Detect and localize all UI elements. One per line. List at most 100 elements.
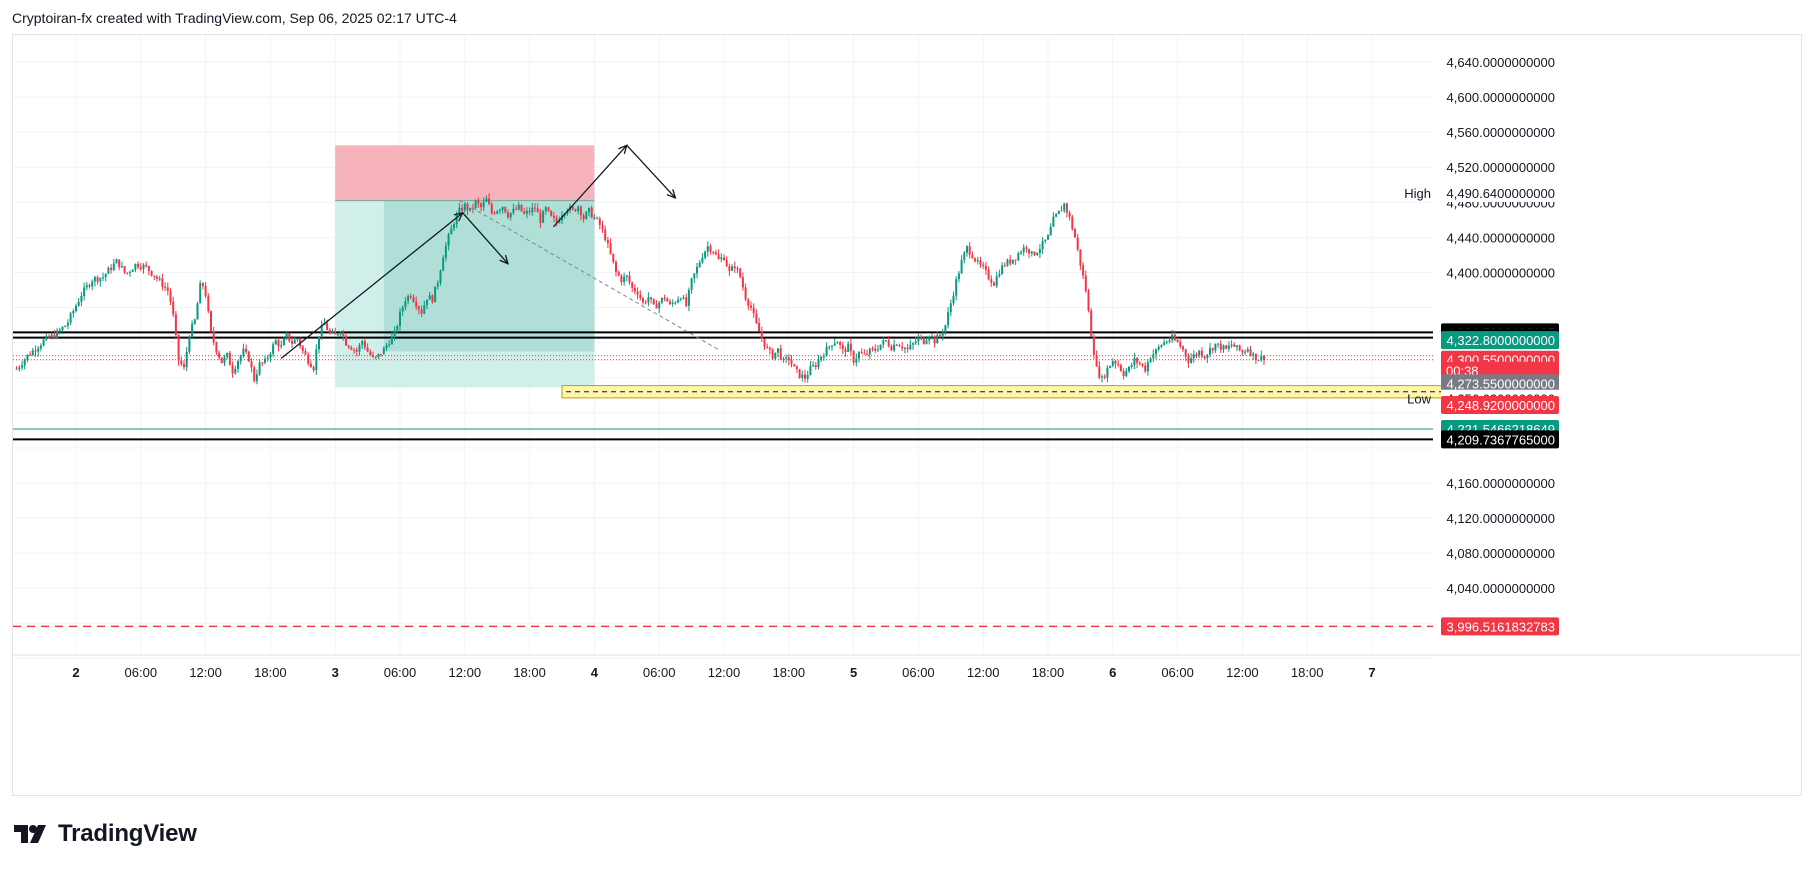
candle-body: [301, 346, 304, 351]
time-tick-label: 06:00: [125, 665, 158, 680]
candle-body: [1071, 216, 1074, 230]
tradingview-logo[interactable]: TradingView: [14, 820, 197, 848]
candlestick-chart[interactable]: 2 06:00 12:00 18:00 3 06:00 12:00 18:00 4 06:00 12…: [13, 35, 1801, 795]
candle-body: [1171, 334, 1174, 341]
candle-body: [739, 268, 742, 278]
candle-body: [80, 296, 83, 302]
candle-body: [539, 212, 542, 223]
candle-body: [417, 306, 420, 310]
candle-body: [1014, 259, 1017, 261]
candle-body: [112, 263, 115, 270]
candle-body: [461, 207, 464, 211]
candle-body: [944, 325, 947, 333]
candle-body: [828, 346, 831, 348]
candle-body: [1165, 341, 1168, 343]
candle-body: [50, 334, 53, 338]
candle-body: [1049, 226, 1052, 236]
candle-body: [39, 345, 42, 349]
candle-body: [976, 260, 979, 262]
candle-body: [199, 283, 202, 304]
chart-area[interactable]: 2 06:00 12:00 18:00 3 06:00 12:00 18:00 4 06:00 12…: [12, 34, 1802, 796]
candle-body: [498, 209, 501, 212]
price-tick-label: 4,640.0000000000: [1447, 55, 1555, 70]
candle-body: [1157, 346, 1160, 350]
candle-body: [1025, 247, 1028, 249]
candle-body: [1168, 340, 1171, 342]
candle-body: [1003, 265, 1006, 267]
candle-body: [801, 374, 804, 378]
candle-body: [29, 354, 32, 356]
candle-body: [1176, 339, 1179, 342]
candle-body: [1206, 354, 1209, 359]
drawing-zones: [335, 145, 1470, 399]
candle-body: [1047, 235, 1049, 240]
candle-body: [585, 211, 588, 220]
candle-body: [1146, 362, 1149, 372]
candle-body: [48, 336, 50, 338]
time-tick-label: 06:00: [643, 665, 676, 680]
candle-body: [56, 330, 59, 338]
candle-body: [85, 285, 88, 288]
candle-body: [42, 339, 45, 346]
candle-body: [1200, 350, 1203, 357]
candle-body: [1103, 376, 1106, 378]
price-label-badge: [1441, 374, 1559, 393]
candle-body: [736, 268, 739, 270]
high-label: High: [1404, 186, 1431, 201]
candle-body: [914, 341, 917, 344]
candle-body: [1076, 237, 1079, 250]
candle-body: [156, 276, 158, 279]
candle-body: [339, 332, 342, 335]
candle-body: [863, 353, 866, 355]
candle-body: [658, 302, 661, 309]
candle-body: [482, 201, 485, 208]
candle-body: [1057, 210, 1060, 215]
candle-body: [1063, 203, 1066, 211]
candle-body: [612, 253, 615, 262]
price-tick-label: 4,400.0000000000: [1447, 265, 1555, 280]
candle-body: [725, 260, 728, 267]
candle-body: [687, 290, 690, 306]
candle-body: [822, 356, 825, 358]
candle-body: [334, 331, 337, 335]
candle-body: [490, 204, 493, 214]
price-label-badge: [1441, 331, 1559, 350]
candle-body: [693, 273, 696, 279]
price-label-badge: [1441, 395, 1559, 414]
trend-arrow-line: [626, 144, 676, 199]
candle-body: [752, 307, 755, 314]
candle-body: [760, 331, 763, 339]
candle-body: [147, 266, 150, 271]
candle-body: [1125, 371, 1128, 377]
candle-body: [1141, 363, 1144, 366]
candle-body: [728, 266, 731, 271]
candle-body: [1036, 253, 1039, 255]
candle-body: [1249, 349, 1252, 356]
candle-body: [1225, 345, 1228, 349]
candle-body: [525, 210, 528, 214]
price-candles: [15, 193, 1265, 385]
candle-body: [374, 356, 377, 358]
candle-body: [1179, 341, 1182, 347]
candle-body: [793, 364, 796, 367]
candle-body: [598, 218, 601, 226]
candle-body: [23, 359, 26, 366]
candle-body: [763, 338, 766, 347]
candle-body: [1252, 353, 1255, 356]
candle-body: [1133, 357, 1136, 365]
candle-body: [1217, 343, 1220, 345]
candle-body: [458, 207, 461, 215]
candle-body: [34, 350, 37, 352]
price-label-text: 4,209.7367765000: [1447, 432, 1555, 447]
candle-body: [574, 209, 577, 212]
candle-body: [1109, 365, 1112, 368]
candle-body: [396, 326, 399, 331]
candle-body: [88, 285, 91, 287]
candle-body: [18, 367, 21, 370]
candle-body: [191, 323, 194, 338]
candle-body: [984, 265, 987, 270]
time-tick-label: 06:00: [384, 665, 417, 680]
candle-body: [898, 345, 901, 347]
candle-body: [631, 282, 634, 288]
price-label-badge: [1441, 430, 1559, 449]
